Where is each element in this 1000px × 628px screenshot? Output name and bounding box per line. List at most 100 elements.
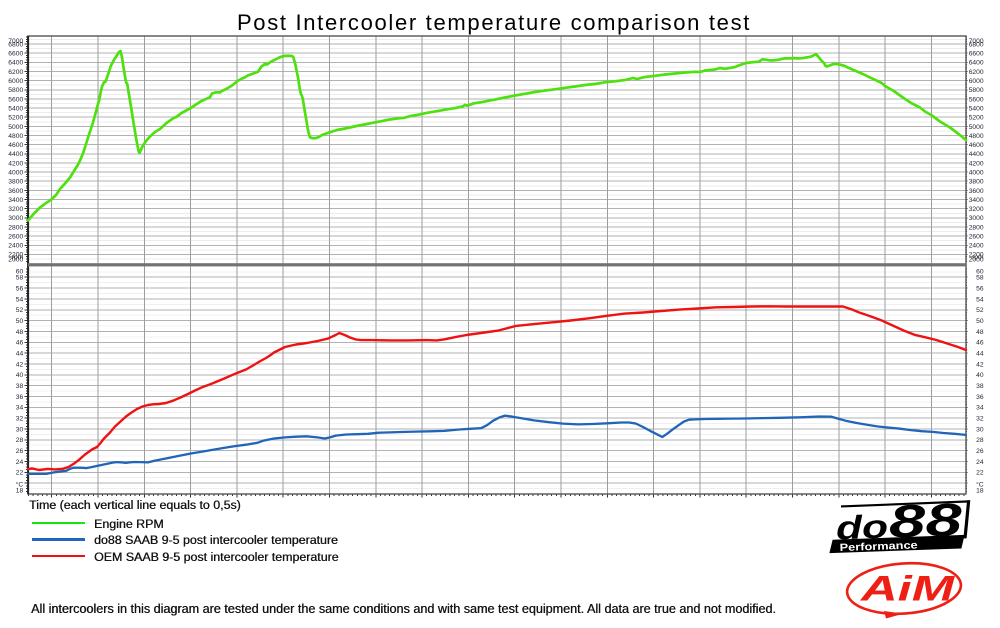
svg-text:30: 30	[16, 426, 24, 433]
svg-text:38: 38	[16, 383, 24, 390]
svg-text:38: 38	[976, 383, 984, 390]
svg-text:44: 44	[976, 351, 984, 358]
svg-text:5600: 5600	[969, 96, 984, 103]
svg-text:7000: 7000	[8, 38, 23, 45]
svg-text:34: 34	[16, 405, 24, 412]
svg-text:48: 48	[976, 329, 984, 336]
svg-text:6800: 6800	[969, 41, 984, 48]
svg-text:30: 30	[976, 426, 984, 433]
svg-text:26: 26	[976, 448, 984, 455]
svg-text:60: 60	[976, 268, 984, 275]
svg-text:3400: 3400	[8, 197, 23, 204]
svg-text:6400: 6400	[969, 60, 984, 67]
svg-text:Performance: Performance	[839, 539, 918, 554]
svg-text:88: 88	[888, 493, 963, 547]
svg-text:4000: 4000	[8, 170, 23, 177]
svg-text:26: 26	[16, 448, 24, 455]
svg-text:34: 34	[976, 405, 984, 412]
svg-text:°C: °C	[976, 481, 984, 489]
svg-text:46: 46	[16, 340, 24, 347]
svg-text:5000: 5000	[969, 124, 984, 131]
svg-text:36: 36	[16, 394, 24, 401]
svg-text:54: 54	[16, 296, 24, 303]
svg-text:4000: 4000	[969, 170, 984, 177]
svg-text:24: 24	[16, 459, 24, 466]
svg-text:3600: 3600	[8, 188, 23, 195]
svg-text:54: 54	[976, 296, 984, 303]
svg-text:50: 50	[16, 318, 24, 325]
svg-text:2000: 2000	[8, 256, 23, 263]
svg-text:3000: 3000	[8, 215, 23, 222]
svg-text:46: 46	[976, 340, 984, 347]
svg-text:28: 28	[16, 437, 24, 444]
svg-text:6200: 6200	[8, 69, 23, 76]
svg-text:58: 58	[16, 275, 24, 282]
svg-text:4200: 4200	[8, 160, 23, 167]
svg-text:2200: 2200	[8, 252, 23, 259]
svg-text:6600: 6600	[8, 51, 23, 58]
svg-text:40: 40	[976, 372, 984, 379]
svg-text:4400: 4400	[969, 151, 984, 158]
svg-text:2600: 2600	[8, 234, 23, 241]
svg-text:3800: 3800	[8, 179, 23, 186]
svg-text:60: 60	[16, 268, 24, 275]
svg-text:6600: 6600	[969, 51, 984, 58]
svg-text:56: 56	[16, 286, 24, 293]
svg-text:28: 28	[976, 437, 984, 444]
svg-text:32: 32	[976, 416, 984, 423]
svg-text:5800: 5800	[8, 87, 23, 94]
svg-text:AiM: AiM	[860, 570, 956, 609]
svg-text:3800: 3800	[969, 179, 984, 186]
svg-text:4200: 4200	[969, 160, 984, 167]
svg-text:56: 56	[976, 286, 984, 293]
svg-text:40: 40	[16, 372, 24, 379]
svg-text:2000: 2000	[969, 256, 984, 263]
svg-text:44: 44	[16, 351, 24, 358]
svg-text:52: 52	[16, 307, 24, 314]
svg-text:4600: 4600	[8, 142, 23, 149]
svg-text:6200: 6200	[969, 69, 984, 76]
svg-text:22: 22	[976, 470, 984, 477]
svg-text:58: 58	[976, 275, 984, 282]
svg-text:5200: 5200	[969, 115, 984, 122]
svg-text:3600: 3600	[969, 188, 984, 195]
svg-text:6800: 6800	[8, 41, 23, 48]
svg-text:4800: 4800	[969, 133, 984, 140]
svg-text:5400: 5400	[969, 106, 984, 113]
svg-text:32: 32	[16, 416, 24, 423]
svg-text:2400: 2400	[969, 243, 984, 250]
svg-text:42: 42	[16, 361, 24, 368]
svg-text:4800: 4800	[8, 133, 23, 140]
svg-text:2400: 2400	[8, 243, 23, 250]
svg-text:3200: 3200	[8, 206, 23, 213]
svg-text:4600: 4600	[969, 142, 984, 149]
svg-text:rpm: rpm	[972, 254, 984, 261]
svg-text:2800: 2800	[8, 224, 23, 231]
svg-text:4400: 4400	[8, 151, 23, 158]
svg-text:5600: 5600	[8, 96, 23, 103]
svg-text:3200: 3200	[969, 206, 984, 213]
svg-text:2600: 2600	[969, 234, 984, 241]
svg-text:50: 50	[976, 318, 984, 325]
svg-text:°C: °C	[16, 481, 24, 489]
svg-text:6000: 6000	[8, 78, 23, 85]
svg-text:3000: 3000	[969, 215, 984, 222]
svg-text:24: 24	[976, 459, 984, 466]
svg-text:5800: 5800	[969, 87, 984, 94]
svg-text:7000: 7000	[969, 38, 984, 45]
svg-text:3400: 3400	[969, 197, 984, 204]
svg-text:6400: 6400	[8, 60, 23, 67]
svg-text:18: 18	[16, 488, 24, 495]
svg-text:18: 18	[976, 488, 984, 495]
svg-text:22: 22	[16, 470, 24, 477]
svg-text:rpm: rpm	[12, 254, 24, 261]
svg-text:6000: 6000	[969, 78, 984, 85]
svg-text:52: 52	[976, 307, 984, 314]
svg-text:5200: 5200	[8, 115, 23, 122]
svg-text:2200: 2200	[969, 252, 984, 259]
svg-text:5400: 5400	[8, 106, 23, 113]
svg-text:48: 48	[16, 329, 24, 336]
svg-text:42: 42	[976, 361, 984, 368]
svg-text:do: do	[835, 508, 888, 547]
svg-text:2800: 2800	[969, 224, 984, 231]
